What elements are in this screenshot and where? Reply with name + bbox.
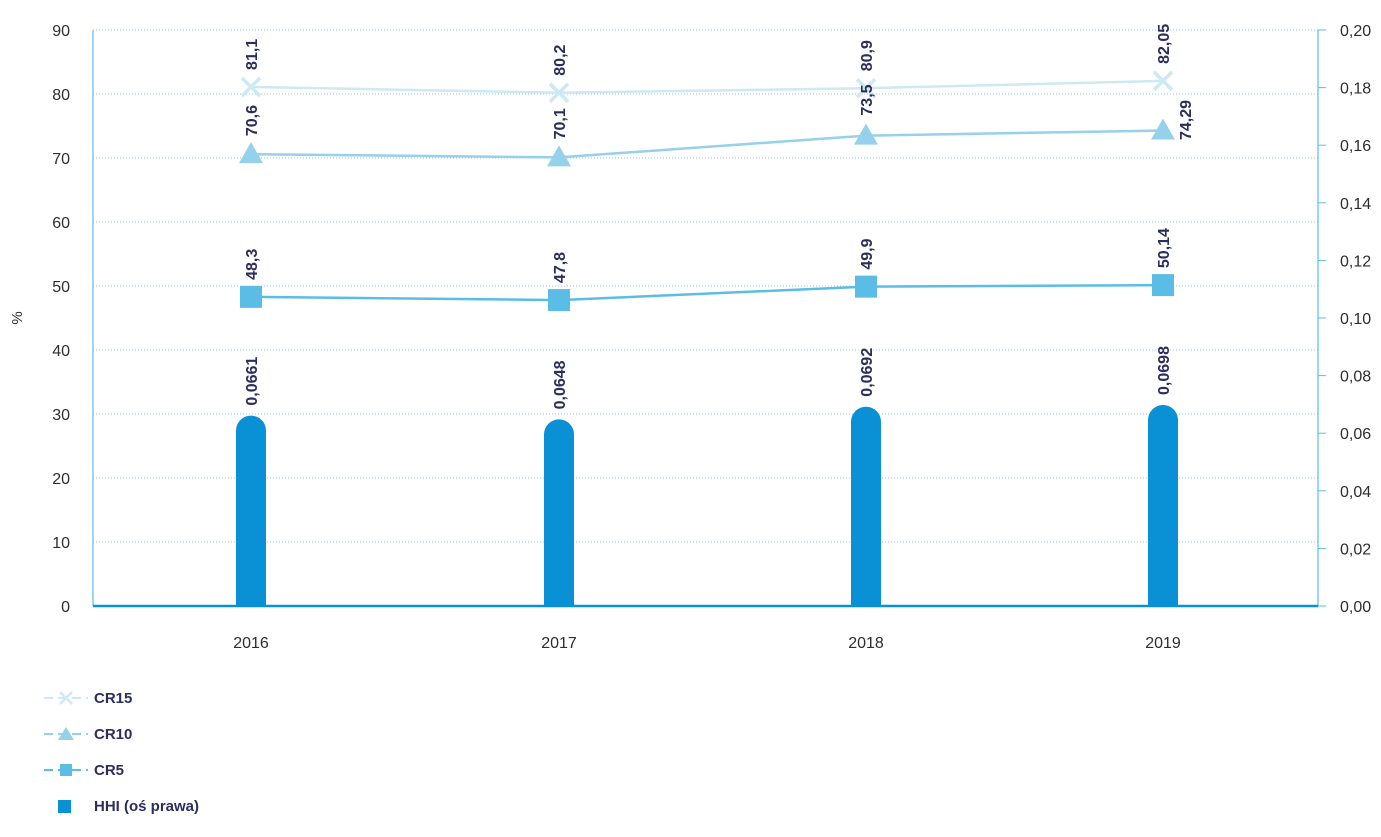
hhi-bar (236, 415, 266, 606)
data-point-cr15 (1152, 70, 1174, 92)
data-point-cr5 (855, 275, 877, 298)
data-point-cr15 (855, 78, 877, 99)
data-point-cr5 (240, 285, 262, 308)
legend-item-hhi: HHI (oś prawa) (44, 788, 199, 824)
data-point-cr5 (548, 289, 570, 312)
data-label-cr5: 47,8 (552, 252, 569, 283)
series-line-cr5 (250, 283, 1164, 302)
data-label-cr5: 50,14 (1156, 228, 1173, 268)
y2-tick-label: 0,06 (1340, 426, 1371, 443)
y-tick-label: 90 (52, 23, 70, 40)
y-tick-label: 40 (52, 343, 70, 360)
x-tick-label: 2017 (541, 635, 577, 652)
y-tick-label: 80 (52, 87, 70, 104)
data-label-cr10: 70,6 (244, 105, 261, 136)
x-tick-label: 2019 (1145, 635, 1181, 652)
data-point-cr10 (1151, 118, 1175, 140)
data-label-cr15: 80,2 (552, 44, 569, 75)
y2-tick-label: 0,12 (1340, 253, 1371, 270)
data-point-cr10 (547, 145, 571, 167)
y2-tick-label: 0,00 (1340, 599, 1371, 616)
data-label-cr15: 82,05 (1156, 24, 1173, 64)
legend-item-cr15: CR15 (44, 680, 199, 716)
y2-tick-label: 0,08 (1340, 369, 1371, 386)
data-label-cr5: 49,9 (859, 238, 876, 269)
legend-triangle-marker-icon (44, 727, 88, 740)
y2-tick-label: 0,02 (1340, 541, 1371, 558)
data-label-cr15: 81,1 (244, 39, 261, 70)
legend-bar-swatch-icon (58, 800, 71, 813)
hhi-bar (851, 406, 881, 606)
y2-tick-label: 0,14 (1340, 196, 1371, 213)
series-line-cr15 (250, 79, 1164, 94)
legend-x-marker-icon (44, 691, 88, 705)
y-tick-label: 30 (52, 407, 70, 424)
data-label-cr10: 70,1 (552, 108, 569, 139)
legend-square-marker-icon (44, 764, 88, 776)
x-tick-label: 2018 (848, 635, 884, 652)
legend-label-hhi: HHI (oś prawa) (94, 797, 200, 815)
data-point-cr15 (548, 82, 570, 103)
y2-tick-label: 0,04 (1340, 484, 1371, 501)
y-tick-label: 70 (52, 151, 70, 168)
data-label-cr15: 80,9 (859, 40, 876, 71)
x-tick-label: 2016 (233, 635, 269, 652)
data-label-cr10: 73,5 (859, 84, 876, 115)
data-label-cr10: 74,29 (1178, 100, 1195, 140)
y-axis-label: % (9, 311, 26, 324)
legend-label-cr10: CR10 (94, 725, 133, 743)
y-tick-label: 60 (52, 215, 70, 232)
hhi-bar (544, 419, 574, 606)
y2-tick-label: 0,20 (1340, 23, 1371, 40)
y-tick-label: 10 (52, 535, 70, 552)
data-point-cr15 (240, 76, 262, 98)
y2-tick-label: 0,16 (1340, 138, 1371, 155)
y-tick-label: 20 (52, 471, 70, 488)
series-line-cr10 (250, 129, 1164, 159)
y-tick-label: 50 (52, 279, 70, 296)
data-label-hhi: 0,0698 (1156, 346, 1173, 395)
legend-item-cr10: CR10 (44, 716, 199, 752)
y2-tick-label: 0,10 (1340, 311, 1371, 328)
data-label-hhi: 0,0661 (244, 357, 261, 406)
legend-label-cr15: CR15 (94, 689, 133, 707)
y-tick-label: 0 (61, 599, 70, 616)
hhi-bar (1148, 404, 1178, 606)
legend: CR15 CR10 CR5 HHI (oś prawa) (44, 680, 199, 824)
data-label-hhi: 0,0692 (859, 348, 876, 397)
data-point-cr5 (1152, 274, 1174, 297)
data-label-hhi: 0,0648 (552, 360, 569, 409)
data-point-cr10 (239, 142, 263, 164)
legend-item-cr5: CR5 (44, 752, 199, 788)
data-point-cr10 (854, 123, 878, 145)
data-label-cr5: 48,3 (244, 249, 261, 280)
legend-label-cr5: CR5 (94, 761, 125, 779)
y2-tick-label: 0,18 (1340, 81, 1371, 98)
